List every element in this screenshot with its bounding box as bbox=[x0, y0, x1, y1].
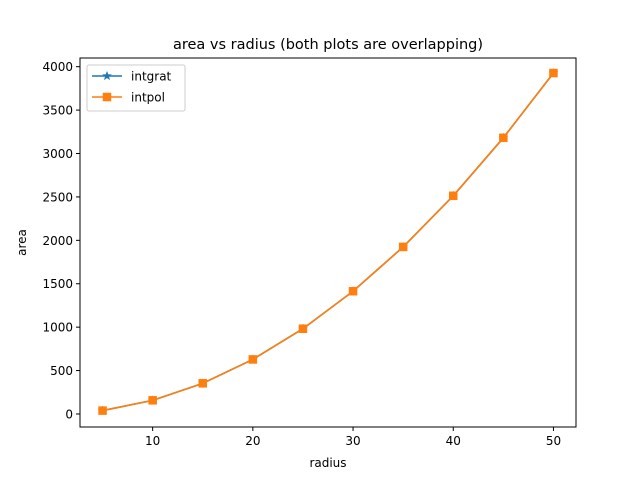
y-tick-label: 2000 bbox=[42, 234, 73, 248]
legend-marker-intpol bbox=[102, 92, 112, 102]
axes-layer bbox=[79, 57, 577, 428]
x-tick-label: 10 bbox=[145, 434, 160, 448]
legend-entry-intgrat: intgrat bbox=[92, 70, 172, 84]
y-tick-label: 3000 bbox=[42, 147, 73, 161]
series-line-intpol bbox=[102, 72, 555, 412]
data-point-intpol bbox=[298, 324, 308, 333]
data-point-intpol bbox=[499, 133, 508, 143]
y-tick-label: 3500 bbox=[42, 104, 73, 118]
ticks-layer: 10 20 30 40 50050010001500200025003000350040… bbox=[42, 60, 561, 448]
y-tick-label: 1500 bbox=[42, 277, 73, 291]
x-tick-label: 40 bbox=[446, 434, 461, 448]
y-tick-label: 500 bbox=[50, 364, 73, 378]
legend-label-intgrat: intgrat bbox=[131, 70, 172, 84]
data-point-intpol bbox=[248, 355, 258, 364]
data-point-intpol bbox=[98, 406, 107, 415]
data-point-intpol bbox=[198, 379, 207, 388]
legend: intgrat intpol bbox=[86, 64, 186, 112]
y-tick-label: 1000 bbox=[42, 321, 73, 335]
x-axis-title: radius bbox=[309, 456, 346, 470]
y-axis-title: area bbox=[15, 229, 29, 256]
data-point-intpol bbox=[348, 286, 358, 296]
y-tick-label: 4000 bbox=[42, 60, 73, 74]
data-point-intpol bbox=[449, 191, 458, 201]
series-layer bbox=[97, 67, 559, 415]
x-tick-label: 20 bbox=[245, 434, 260, 448]
plot-area bbox=[80, 58, 576, 427]
x-tick-label: 30 bbox=[345, 434, 360, 448]
axes-frame bbox=[79, 57, 577, 428]
legend-label-intpol: intpol bbox=[131, 91, 165, 105]
chart-title: area vs radius (both plots are overlappi… bbox=[173, 37, 483, 53]
x-tick-label: 50 bbox=[546, 434, 561, 448]
data-point-intpol bbox=[398, 242, 408, 252]
series-intpol bbox=[98, 68, 558, 415]
y-tick-label: 0 bbox=[65, 407, 73, 421]
data-point-intpol bbox=[148, 396, 157, 405]
y-tick-label: 2500 bbox=[42, 190, 73, 204]
legend-entry-intpol: intpol bbox=[92, 91, 165, 105]
data-point-intpol bbox=[549, 68, 558, 78]
legend-marker-intgrat bbox=[101, 70, 113, 81]
